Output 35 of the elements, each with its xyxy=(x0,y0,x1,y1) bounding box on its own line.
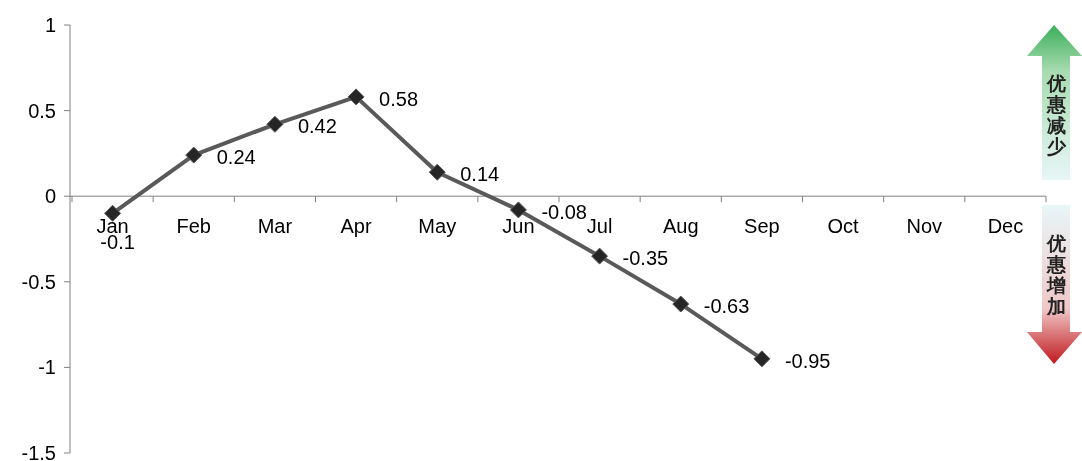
y-tick-label: 0.5 xyxy=(28,99,56,122)
x-tick-label: Apr xyxy=(340,215,372,238)
x-tick-label: Jun xyxy=(502,215,535,238)
x-tick-label: May xyxy=(418,215,457,238)
data-label: 0.24 xyxy=(216,146,256,169)
x-tick-label: Mar xyxy=(257,215,293,238)
y-tick-label: -1.5 xyxy=(21,442,56,461)
x-tick-label: Jul xyxy=(586,215,613,238)
text: 优惠增加 xyxy=(1045,233,1067,317)
data-label: -0.35 xyxy=(622,247,669,270)
x-tick-label: Feb xyxy=(176,215,211,238)
data-label: 0.58 xyxy=(379,87,419,110)
x-tick-label: Aug xyxy=(662,215,699,238)
data-label: -0.08 xyxy=(541,200,588,223)
point xyxy=(672,295,690,313)
data-label: 0.42 xyxy=(297,115,337,138)
point xyxy=(591,247,609,265)
x-tick-label: Nov xyxy=(906,215,943,238)
point xyxy=(428,163,446,181)
x-tick-label: Sep xyxy=(744,215,780,238)
text: 优惠减少 xyxy=(1045,73,1067,157)
y-tick-label: -0.5 xyxy=(21,270,56,293)
point xyxy=(266,115,284,133)
data-label: -0.63 xyxy=(703,295,750,318)
y-tick-label: 1 xyxy=(44,14,56,36)
data-label: 0.14 xyxy=(460,163,500,186)
point xyxy=(753,350,771,368)
point xyxy=(509,201,527,219)
point xyxy=(185,146,203,164)
y-tick-label: -1 xyxy=(38,356,56,379)
point xyxy=(347,88,365,106)
x-tick-label: Oct xyxy=(827,215,860,238)
y-tick-label: 0 xyxy=(44,185,56,208)
x-tick-label: Dec xyxy=(987,215,1024,238)
data-label: -0.95 xyxy=(784,349,831,372)
